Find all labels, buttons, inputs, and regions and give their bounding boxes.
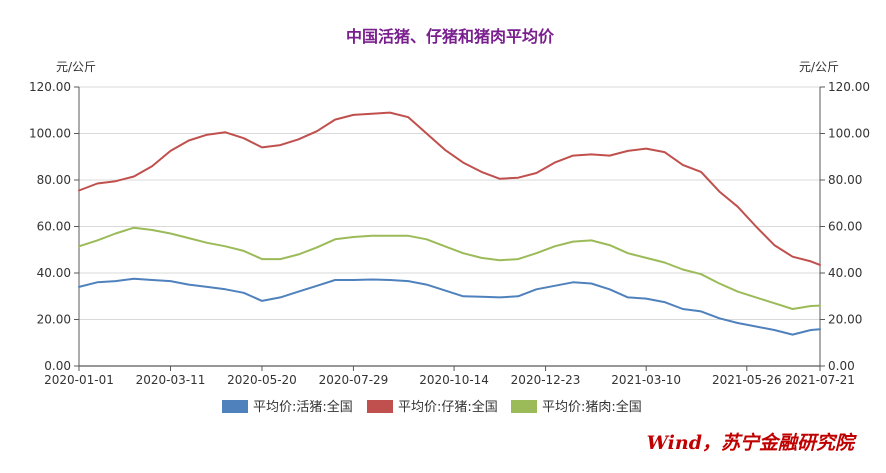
series-line-3 — [78, 226, 821, 310]
y-tick-label-right: 60.00 — [828, 220, 862, 234]
y-tick-label-right: 20.00 — [828, 313, 862, 327]
legend-swatch-2 — [367, 400, 393, 413]
y-tick-label-right: 80.00 — [828, 173, 862, 187]
legend-swatch-1 — [222, 400, 248, 413]
legend-label-3: 平均价:猪肉:全国 — [542, 399, 642, 415]
series-lines — [78, 111, 821, 336]
y-tick-label-left: 100.00 — [29, 127, 71, 141]
y-tick-label-left: 120.00 — [29, 80, 71, 94]
legend-label-2: 平均价:仔猪:全国 — [398, 399, 498, 415]
y-tick-label-right: 0.00 — [828, 359, 855, 373]
grid-lines — [79, 86, 820, 320]
legend: 平均价:活猪:全国 平均价:仔猪:全国 平均价:猪肉:全国 — [222, 399, 642, 415]
y-tick-label-left: 0.00 — [44, 359, 71, 373]
x-tick-label: 2020-07-29 — [319, 373, 389, 387]
y-tick-label-left: 40.00 — [37, 266, 71, 280]
x-tick-label: 2021-07-21 — [785, 373, 855, 387]
x-tick-label: 2020-01-01 — [44, 373, 114, 387]
legend-label-1: 平均价:活猪:全国 — [253, 399, 353, 415]
y-axis-unit-right: 元/公斤 — [799, 60, 839, 74]
y-tick-label-left: 60.00 — [37, 220, 71, 234]
x-tick-label: 2021-05-26 — [712, 373, 782, 387]
source-note: Wind，苏宁金融研究院 — [647, 432, 857, 454]
legend-swatch-3 — [511, 400, 537, 413]
y-tick-label-right: 120.00 — [828, 80, 870, 94]
x-tick-label: 2020-10-14 — [419, 373, 489, 387]
y-tick-label-left: 80.00 — [37, 173, 71, 187]
x-tick-label: 2020-05-20 — [227, 373, 297, 387]
y-axis-unit-left: 元/公斤 — [56, 60, 96, 74]
y-tick-label-right: 100.00 — [828, 127, 870, 141]
chart-title: 中国活猪、仔猪和猪肉平均价 — [346, 27, 555, 46]
y-axis-left-ticks: 0.00 20.00 40.00 60.00 80.00 100.00 120.00 — [29, 80, 71, 373]
y-tick-label-left: 20.00 — [37, 313, 71, 327]
x-tick-label: 2020-12-23 — [511, 373, 581, 387]
x-tick-label: 2020-03-11 — [136, 373, 206, 387]
x-tick-label: 2021-03-10 — [611, 373, 681, 387]
y-tick-label-right: 40.00 — [828, 266, 862, 280]
series-line-1 — [78, 277, 821, 336]
x-axis-ticks: 2020-01-01 2020-03-11 2020-05-20 2020-07-29… — [44, 373, 855, 387]
axes — [74, 86, 825, 371]
y-axis-right-ticks: 0.00 20.00 40.00 60.00 80.00 100.00 120.00 — [828, 80, 870, 373]
series-line-2 — [78, 111, 821, 266]
